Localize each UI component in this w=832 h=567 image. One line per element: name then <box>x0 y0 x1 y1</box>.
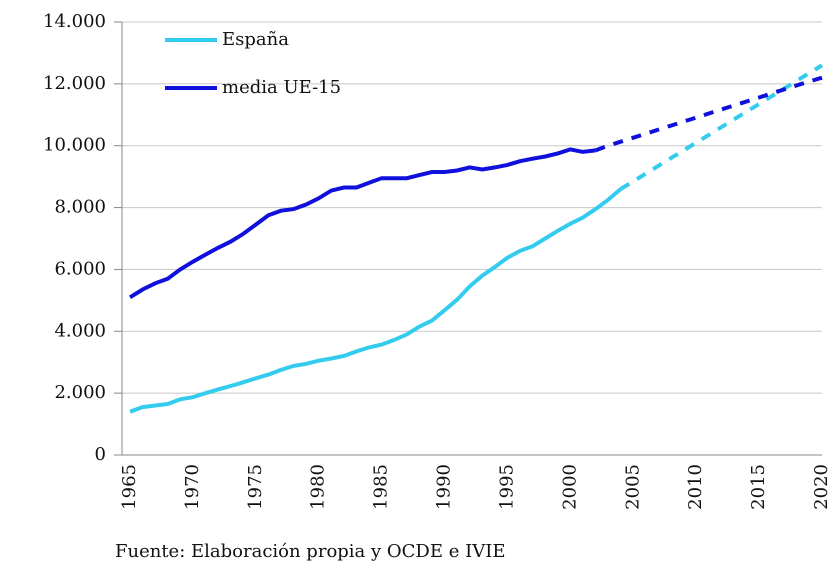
y-tick-label: 6.000 <box>54 258 106 279</box>
y-tick-label: 12.000 <box>43 73 106 94</box>
x-tick-label: 2020 <box>811 464 832 510</box>
x-tick-label: 1980 <box>308 464 329 510</box>
y-tick-label: 10.000 <box>43 135 106 156</box>
y-tick-label: 4.000 <box>54 320 106 341</box>
y-tick-label: 14.000 <box>43 11 106 32</box>
y-tick-label: 0 <box>95 444 106 465</box>
series-line <box>129 187 623 414</box>
legend-label: España <box>222 29 289 50</box>
x-tick-label: 1975 <box>245 464 266 510</box>
y-tick-label: 8.000 <box>54 197 106 218</box>
x-tick-label: 2000 <box>559 464 580 510</box>
projection-line <box>619 63 824 191</box>
x-tick-label: 1995 <box>496 464 517 510</box>
x-tick-label: 1985 <box>371 464 392 510</box>
x-tick-label: 1965 <box>119 464 140 510</box>
x-tick-label: 2005 <box>622 464 643 510</box>
x-tick-label: 2015 <box>748 464 769 510</box>
x-tick-label: 1990 <box>434 464 455 510</box>
series-line <box>128 147 596 300</box>
legend-label: media UE-15 <box>222 77 341 98</box>
source-note: Fuente: Elaboración propia y OCDE e IVIE <box>115 541 505 562</box>
x-tick-label: 1970 <box>182 464 203 510</box>
projection-line <box>594 75 823 153</box>
x-tick-label: 2010 <box>685 464 706 510</box>
y-tick-label: 2.000 <box>54 382 106 403</box>
